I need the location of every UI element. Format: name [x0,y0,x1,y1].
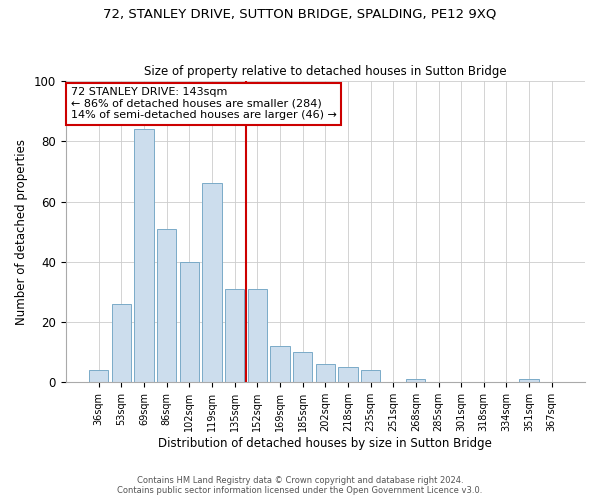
Bar [112,304,131,382]
Bar [271,346,290,383]
Bar [520,380,539,382]
Bar [225,289,244,382]
Bar [248,289,267,382]
Bar [338,368,358,382]
Bar [157,228,176,382]
X-axis label: Distribution of detached houses by size in Sutton Bridge: Distribution of detached houses by size … [158,437,492,450]
Bar [180,262,199,382]
Text: Contains HM Land Registry data © Crown copyright and database right 2024.
Contai: Contains HM Land Registry data © Crown c… [118,476,482,495]
Bar [293,352,312,382]
Bar [361,370,380,382]
Y-axis label: Number of detached properties: Number of detached properties [15,138,28,324]
Bar [316,364,335,382]
Text: 72, STANLEY DRIVE, SUTTON BRIDGE, SPALDING, PE12 9XQ: 72, STANLEY DRIVE, SUTTON BRIDGE, SPALDI… [103,8,497,20]
Bar [202,184,221,382]
Title: Size of property relative to detached houses in Sutton Bridge: Size of property relative to detached ho… [144,66,506,78]
Bar [89,370,109,382]
Bar [134,130,154,382]
Bar [406,380,425,382]
Text: 72 STANLEY DRIVE: 143sqm
← 86% of detached houses are smaller (284)
14% of semi-: 72 STANLEY DRIVE: 143sqm ← 86% of detach… [71,87,337,120]
